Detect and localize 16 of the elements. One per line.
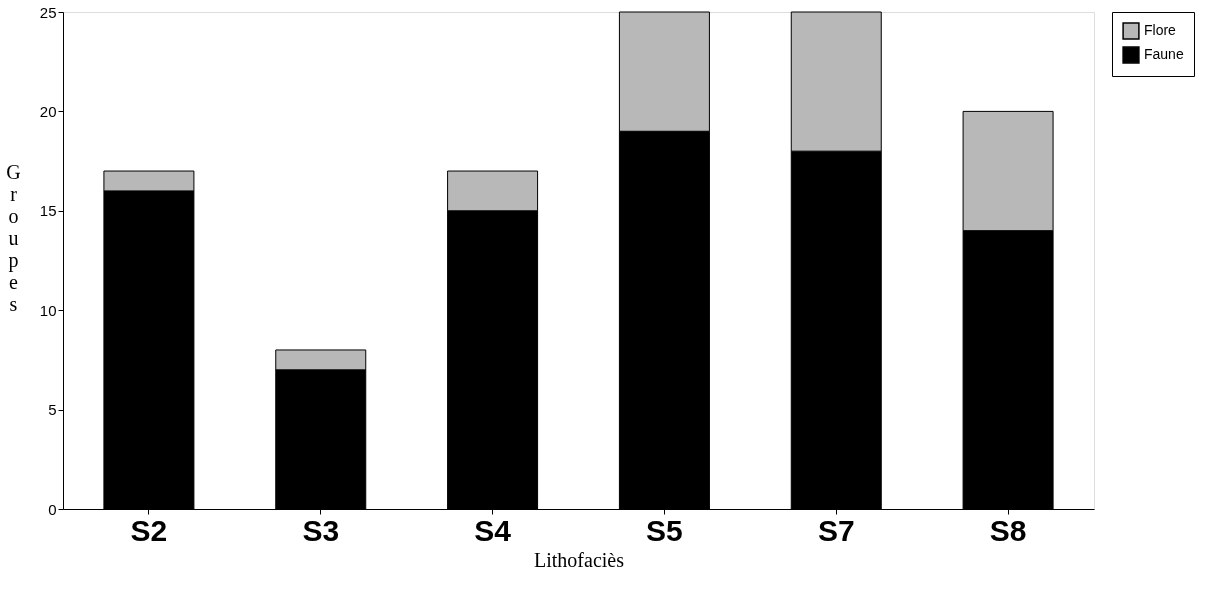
y-tick-label: 5 [48, 401, 57, 419]
x-tick-label: S5 [646, 513, 683, 547]
y-tick-label: 10 [39, 301, 57, 319]
x-tick-label: S3 [302, 513, 340, 547]
x-axis-title: Lithofaciès [534, 548, 625, 571]
x-tick-label: S7 [817, 513, 855, 547]
y-tick-label: 20 [39, 102, 57, 120]
y-axis-title: Groupes [6, 160, 21, 315]
x-tick-label: S4 [474, 513, 512, 547]
y-tick-label: 25 [39, 3, 57, 21]
legend-label: Faune [1144, 46, 1184, 62]
legend-label: Flore [1144, 22, 1177, 38]
y-tick-label: 0 [48, 500, 57, 518]
y-tick-label: 15 [39, 202, 57, 220]
x-tick-label: S8 [989, 513, 1027, 547]
x-tick-label: S2 [130, 513, 168, 547]
